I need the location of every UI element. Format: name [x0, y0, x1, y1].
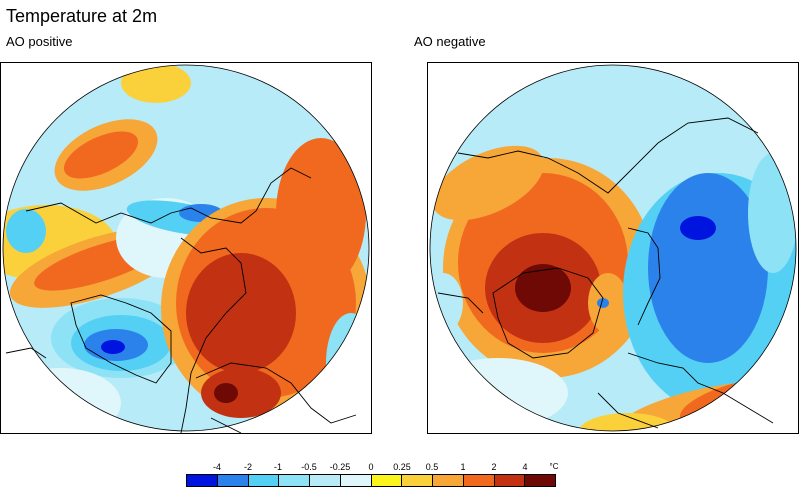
- colorbar-tick-label: 0.25: [393, 462, 411, 472]
- colorbar-bin: [187, 475, 218, 486]
- colorbar-tick-label: 4: [522, 462, 528, 472]
- colorbar-bin: [433, 475, 464, 486]
- map-panel-ao-negative: [427, 62, 799, 434]
- colorbar-bin: [525, 475, 555, 486]
- map-boundary: [429, 64, 797, 432]
- colorbar-bin: [371, 475, 403, 486]
- colorbar-bin: [463, 475, 495, 486]
- colorbar-tick-label: 0: [368, 462, 374, 472]
- map-boundary: [2, 64, 370, 432]
- panel-label-ao-negative: AO negative: [414, 34, 486, 49]
- colorbar: [186, 474, 556, 487]
- colorbar-bin: [310, 475, 341, 486]
- colorbar-bin: [279, 475, 310, 486]
- coastlines: [5, 167, 357, 433]
- colorbar-tick-label: 1: [460, 462, 466, 472]
- figure-title: Temperature at 2m: [6, 6, 158, 26]
- colorbar-tick-label: 2: [491, 462, 497, 472]
- colorbar-bin: [402, 475, 433, 486]
- map-panel-ao-positive: [0, 62, 372, 434]
- colorbar-unit-label: °C: [549, 462, 559, 471]
- colorbar-bin: [217, 475, 249, 486]
- coastlines: [437, 117, 774, 429]
- colorbar-tick-label: -2: [243, 462, 253, 472]
- colorbar-tick-label: -0.5: [301, 462, 317, 472]
- colorbar-bin: [340, 475, 372, 486]
- colorbar-tick-label: -1: [273, 462, 283, 472]
- colorbar-bin: [248, 475, 280, 486]
- colorbar-tick-label: 0.5: [425, 462, 439, 472]
- colorbar-tick-label: -4: [212, 462, 222, 472]
- colorbar-tick-label: -0.25: [329, 462, 351, 472]
- colorbar-bin: [494, 475, 526, 486]
- panel-label-ao-positive: AO positive: [6, 34, 73, 49]
